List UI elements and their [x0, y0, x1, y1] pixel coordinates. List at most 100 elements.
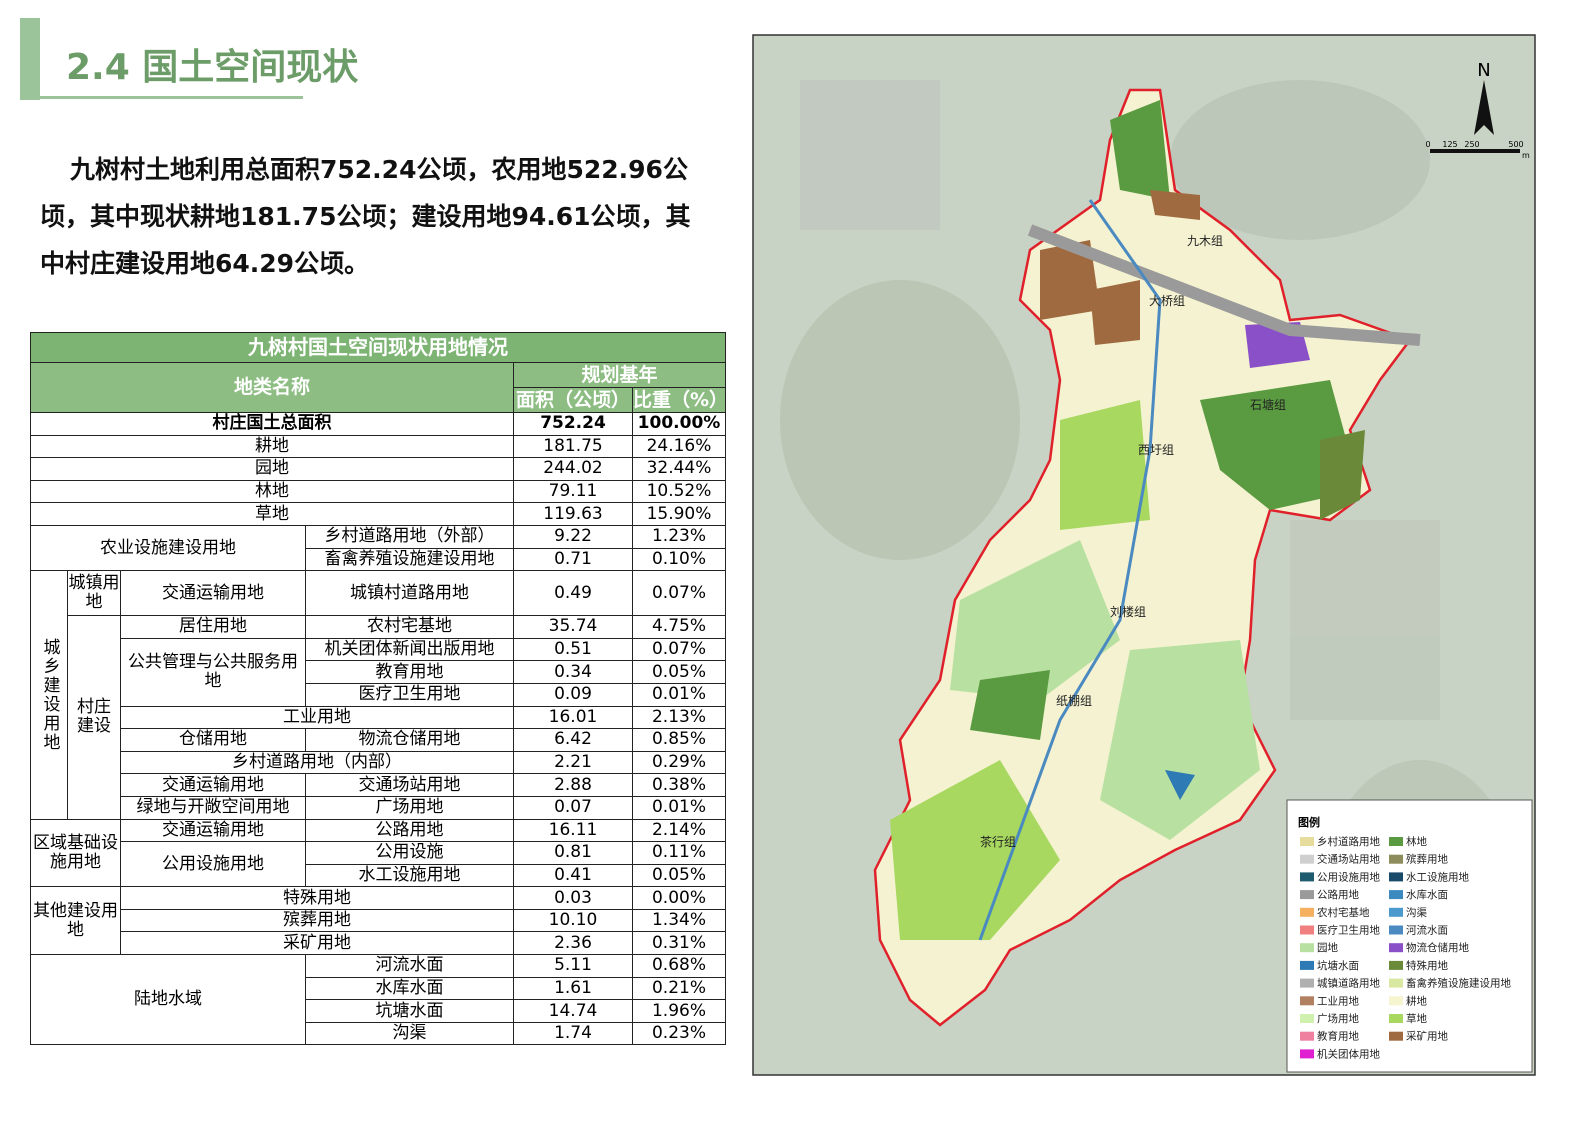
table-cell: 居住用地: [120, 615, 306, 639]
table-cell: 15.90%: [632, 502, 726, 526]
table-cell: 0.00%: [632, 886, 726, 910]
table-cell: 0.07%: [632, 570, 726, 617]
table-cell: 村庄建设: [67, 615, 121, 820]
table-cell: 0.10%: [632, 547, 726, 572]
table-cell: 10.52%: [632, 479, 726, 504]
table-cell: 交通运输用地: [120, 818, 306, 843]
table-cell: 乡村道路用地（内部）: [120, 750, 514, 775]
scale-label: 500: [1508, 140, 1523, 149]
table-row: 陆地水域 河流水面 5.11 0.68%: [30, 954, 726, 1046]
legend-label: 草地: [1406, 1012, 1428, 1025]
table-row: 林地 79.11 10.52%: [30, 479, 726, 504]
satellite-texture: [780, 80, 1520, 1040]
legend-swatch: [1389, 872, 1403, 882]
table-row: 乡村道路用地（内部） 2.21 0.29%: [31, 750, 726, 775]
table-cell: 32.44%: [632, 457, 726, 481]
legend-label: 耕地: [1406, 994, 1428, 1007]
table-cell: 79.11: [513, 479, 633, 504]
page-title: 2.4 国土空间现状: [66, 47, 359, 88]
table-row: 面积（公顷） 比重（%）: [31, 387, 726, 413]
table-cell: 35.74: [513, 615, 633, 639]
table-cell: 乡村道路用地（外部）: [305, 524, 514, 549]
legend-label: 工业用地: [1317, 994, 1359, 1007]
legend-swatch: [1300, 1014, 1314, 1023]
table-cell: 物流仓储用地: [305, 728, 514, 752]
table-row: 仓储用地 物流仓储用地 6.42 0.85%: [31, 728, 726, 752]
table-cell: 0.81: [513, 841, 633, 865]
header-cell: 地类名称: [30, 362, 514, 413]
legend-label: 公用设施用地: [1317, 870, 1380, 883]
place-label: 九木组: [1187, 234, 1223, 248]
legend-label: 河流水面: [1406, 924, 1448, 937]
table-cell: 公用设施用地: [120, 841, 306, 888]
legend-label: 农村宅基地: [1317, 906, 1370, 919]
table-cell: 工业用地: [120, 705, 514, 730]
place-label: 西圩组: [1138, 443, 1174, 457]
village-boundary: [873, 88, 1413, 1027]
table-row: 坑塘水面 14.74 1.96%: [31, 999, 726, 1023]
table-cell: 0.68%: [632, 954, 726, 978]
title-underline: [40, 96, 303, 99]
legend-swatch: [1389, 943, 1403, 953]
table-row: 其他建设用地 特殊用地 0.03 0.00%: [30, 886, 726, 956]
table-cell: 0.05%: [632, 660, 726, 684]
header-cell: 规划基年: [513, 362, 726, 388]
table-row: 公共管理与公共服务用地 机关团体新闻出版用地 0.51 0.07%: [31, 637, 726, 707]
table-cell: 草地: [30, 502, 514, 526]
table-cell: 0.49: [513, 570, 633, 617]
table-cell: 0.07%: [632, 637, 726, 662]
table-row: 村庄国土总面积 752.24 100.00%: [30, 412, 726, 436]
table-cell: 2.13%: [632, 705, 726, 730]
table-title-row: 九树村国土空间现状用地情况: [30, 332, 726, 363]
table-cell: 244.02: [513, 457, 633, 481]
legend-swatch: [1300, 890, 1314, 900]
table-row: 村庄建设 居住用地 农村宅基地 35.74 4.75%: [31, 615, 726, 820]
table-cell: 水工设施用地: [305, 863, 514, 888]
table-cell: 119.63: [513, 502, 633, 526]
table-cell: 0.11%: [632, 841, 726, 865]
scale-label: 0: [1425, 140, 1430, 149]
place-label: 茶行组: [980, 834, 1016, 849]
place-label: 刘楼组: [1110, 604, 1146, 619]
table-cell: 100.00%: [632, 412, 726, 436]
table-row: 农业设施建设用地 乡村道路用地（外部） 9.22 1.23%: [30, 524, 726, 572]
table-cell: 特殊用地: [120, 886, 514, 910]
table-cell: 园地: [30, 457, 514, 481]
table-cell: 1.96%: [632, 999, 726, 1023]
table-cell: 其他建设用地: [30, 886, 121, 956]
table-cell: 0.41: [513, 863, 633, 888]
table-cell: 24.16%: [632, 434, 726, 459]
legend-title: 图例: [1298, 815, 1320, 829]
summary-text: 九树村土地利用总面积752.24公顷，农用地522.96公顷，其中现状耕地181…: [40, 155, 691, 278]
table-cell: 4.75%: [632, 615, 726, 639]
legend-swatch: [1389, 890, 1403, 900]
legend-swatch: [1389, 978, 1403, 988]
table-row: 绿地与开敞空间用地 广场用地 0.07 0.01%: [31, 795, 726, 820]
legend-swatch: [1389, 925, 1403, 935]
table-cell: 6.42: [513, 728, 633, 752]
legend-swatch: [1389, 1031, 1403, 1041]
legend-label: 林地: [1406, 835, 1428, 848]
table-cell: 0.85%: [632, 728, 726, 752]
table-cell: 752.24: [513, 412, 633, 436]
legend-label: 采矿用地: [1406, 1030, 1448, 1043]
legend-label: 机关团体用地: [1317, 1047, 1380, 1060]
table-row: 区域基础设施用地 交通运输用地 公路用地 16.11 2.14%: [30, 818, 726, 888]
legend-label: 殡葬用地: [1406, 853, 1448, 866]
header-cell: 比重（%）: [632, 387, 726, 413]
title-bar: [20, 18, 40, 100]
table-cell: 2.88: [513, 773, 633, 797]
legend-swatch: [1389, 996, 1403, 1006]
table-cell: 教育用地: [305, 660, 514, 684]
table-cell: 2.14%: [632, 818, 726, 843]
header-cell: 面积（公顷）: [513, 387, 633, 413]
table-cell: 0.71: [513, 547, 633, 572]
table-cell: 医疗卫生用地: [305, 682, 514, 707]
legend-swatch: [1389, 1014, 1403, 1023]
table-cell: 坑塘水面: [305, 999, 514, 1023]
legend-label: 交通场站用地: [1317, 853, 1380, 866]
legend-box: [1286, 799, 1533, 1073]
legend-swatch: [1300, 872, 1314, 882]
table-cell: 广场用地: [305, 795, 514, 820]
